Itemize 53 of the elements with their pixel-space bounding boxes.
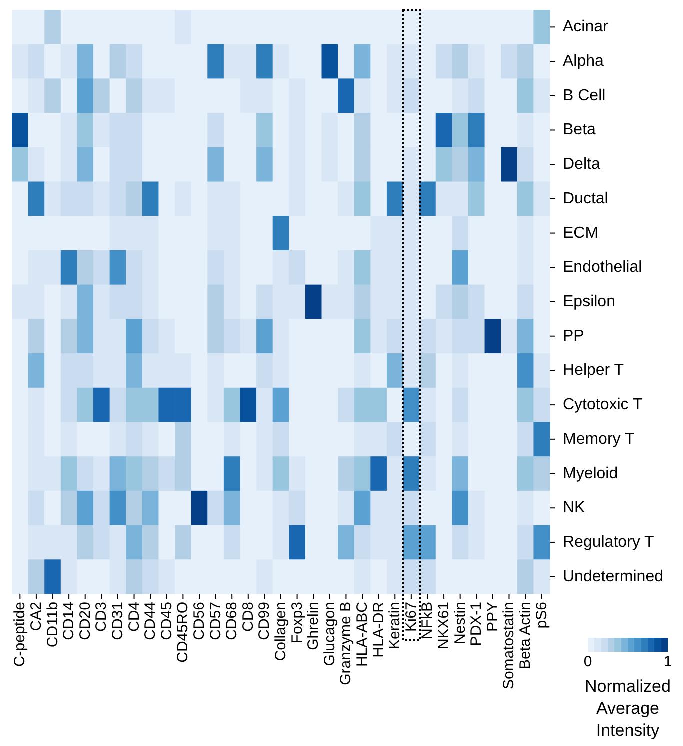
color-bar-title: Normalized Average Intensity: [585, 677, 671, 740]
x-tick-label: Ki67: [402, 602, 420, 632]
x-tick-label: PPY: [484, 602, 502, 632]
x-tick-label: Foxp3: [288, 602, 306, 644]
y-tick-label: Helper T: [563, 362, 624, 380]
x-tick-label: Glucagon: [321, 602, 338, 666]
x-tick-label: CD44: [142, 602, 160, 640]
x-tick-label: HLA-DR: [370, 602, 388, 658]
x-tick-label: pS6: [533, 602, 550, 629]
y-tick-label: Ductal: [563, 190, 608, 208]
y-tick-label: Myeloid: [563, 465, 618, 482]
y-tick-label: Beta: [563, 122, 596, 139]
y-tick-label: NK: [563, 500, 586, 517]
x-tick-label: C-peptide: [12, 602, 29, 668]
y-tick-label: Acinar: [563, 18, 610, 36]
x-tick-label: NKX61: [436, 602, 453, 650]
x-tick-label: Somatostatin: [500, 602, 518, 690]
x-tick-label: CD57: [207, 602, 224, 640]
x-tick-label: Keratin: [386, 602, 404, 650]
x-tick-label: Granzyme B: [338, 602, 355, 686]
y-tick-label: Undetermined: [563, 568, 664, 586]
x-tick-label: CD14: [60, 602, 78, 640]
x-tick-label: CD8: [240, 602, 257, 632]
x-tick-label: Ghrelin: [305, 602, 322, 650]
x-tick-label: CD3: [93, 602, 110, 632]
x-tick-label: CD45RO: [174, 602, 192, 663]
color-bar-label: 0: [584, 654, 592, 670]
color-bar-label: 1: [664, 654, 672, 670]
x-tick-label: CD4: [126, 602, 143, 632]
x-tick-label: Collagen: [272, 602, 290, 662]
y-tick-label: Cytotoxic T: [563, 396, 643, 414]
y-tick-label: Memory T: [563, 430, 635, 448]
y-tick-label: ECM: [563, 224, 599, 242]
x-tick-label: CD45: [158, 602, 176, 640]
x-tick-label: CD68: [224, 602, 241, 640]
x-tick-label: CD56: [190, 602, 208, 640]
x-tick-label: CA2: [28, 602, 45, 632]
x-tick-label: CD31: [109, 602, 126, 640]
y-tick-label: PP: [563, 328, 584, 345]
x-tick-label: PDX-1: [468, 602, 486, 646]
x-tick-label: HLA-ABC: [354, 602, 372, 668]
x-tick-label: Nestin: [452, 602, 469, 645]
y-tick-label: Regulatory T: [563, 534, 655, 551]
x-tick-label: Beta Actin: [517, 602, 534, 670]
x-tick-label: NFkB: [419, 602, 436, 640]
y-tick-label: Delta: [563, 156, 600, 174]
y-tick-label: Endothelial: [563, 259, 642, 276]
x-tick-label: CD11b: [44, 602, 62, 648]
y-tick-label: Epsilon: [563, 294, 616, 310]
y-tick-label: Alpha: [563, 53, 604, 70]
x-tick-label: CD20: [76, 602, 94, 640]
x-tick-label: CD99: [256, 602, 274, 640]
y-tick-label: B Cell: [563, 87, 606, 104]
